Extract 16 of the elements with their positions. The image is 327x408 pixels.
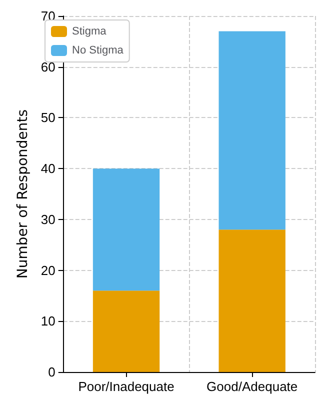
bar bbox=[92, 168, 160, 291]
y-tick-label: 30 bbox=[40, 212, 56, 227]
bar bbox=[218, 230, 286, 372]
legend-label: Stigma bbox=[72, 26, 108, 38]
bar bbox=[218, 31, 286, 230]
x-tick-label: Poor/Inadequate bbox=[78, 379, 174, 394]
x-tick-label: Good/Adequate bbox=[206, 379, 298, 394]
bar bbox=[92, 290, 160, 372]
y-tick-label: 10 bbox=[40, 314, 56, 329]
y-tick-label: 20 bbox=[40, 262, 56, 278]
y-tick-label: 0 bbox=[48, 364, 56, 380]
y-tick-label: 60 bbox=[40, 59, 56, 74]
y-tick-label: 50 bbox=[40, 110, 56, 126]
y-axis-title: Number of Respondents bbox=[15, 109, 31, 279]
legend-label: No Stigma bbox=[72, 44, 124, 56]
y-tick-label: 40 bbox=[40, 161, 56, 176]
